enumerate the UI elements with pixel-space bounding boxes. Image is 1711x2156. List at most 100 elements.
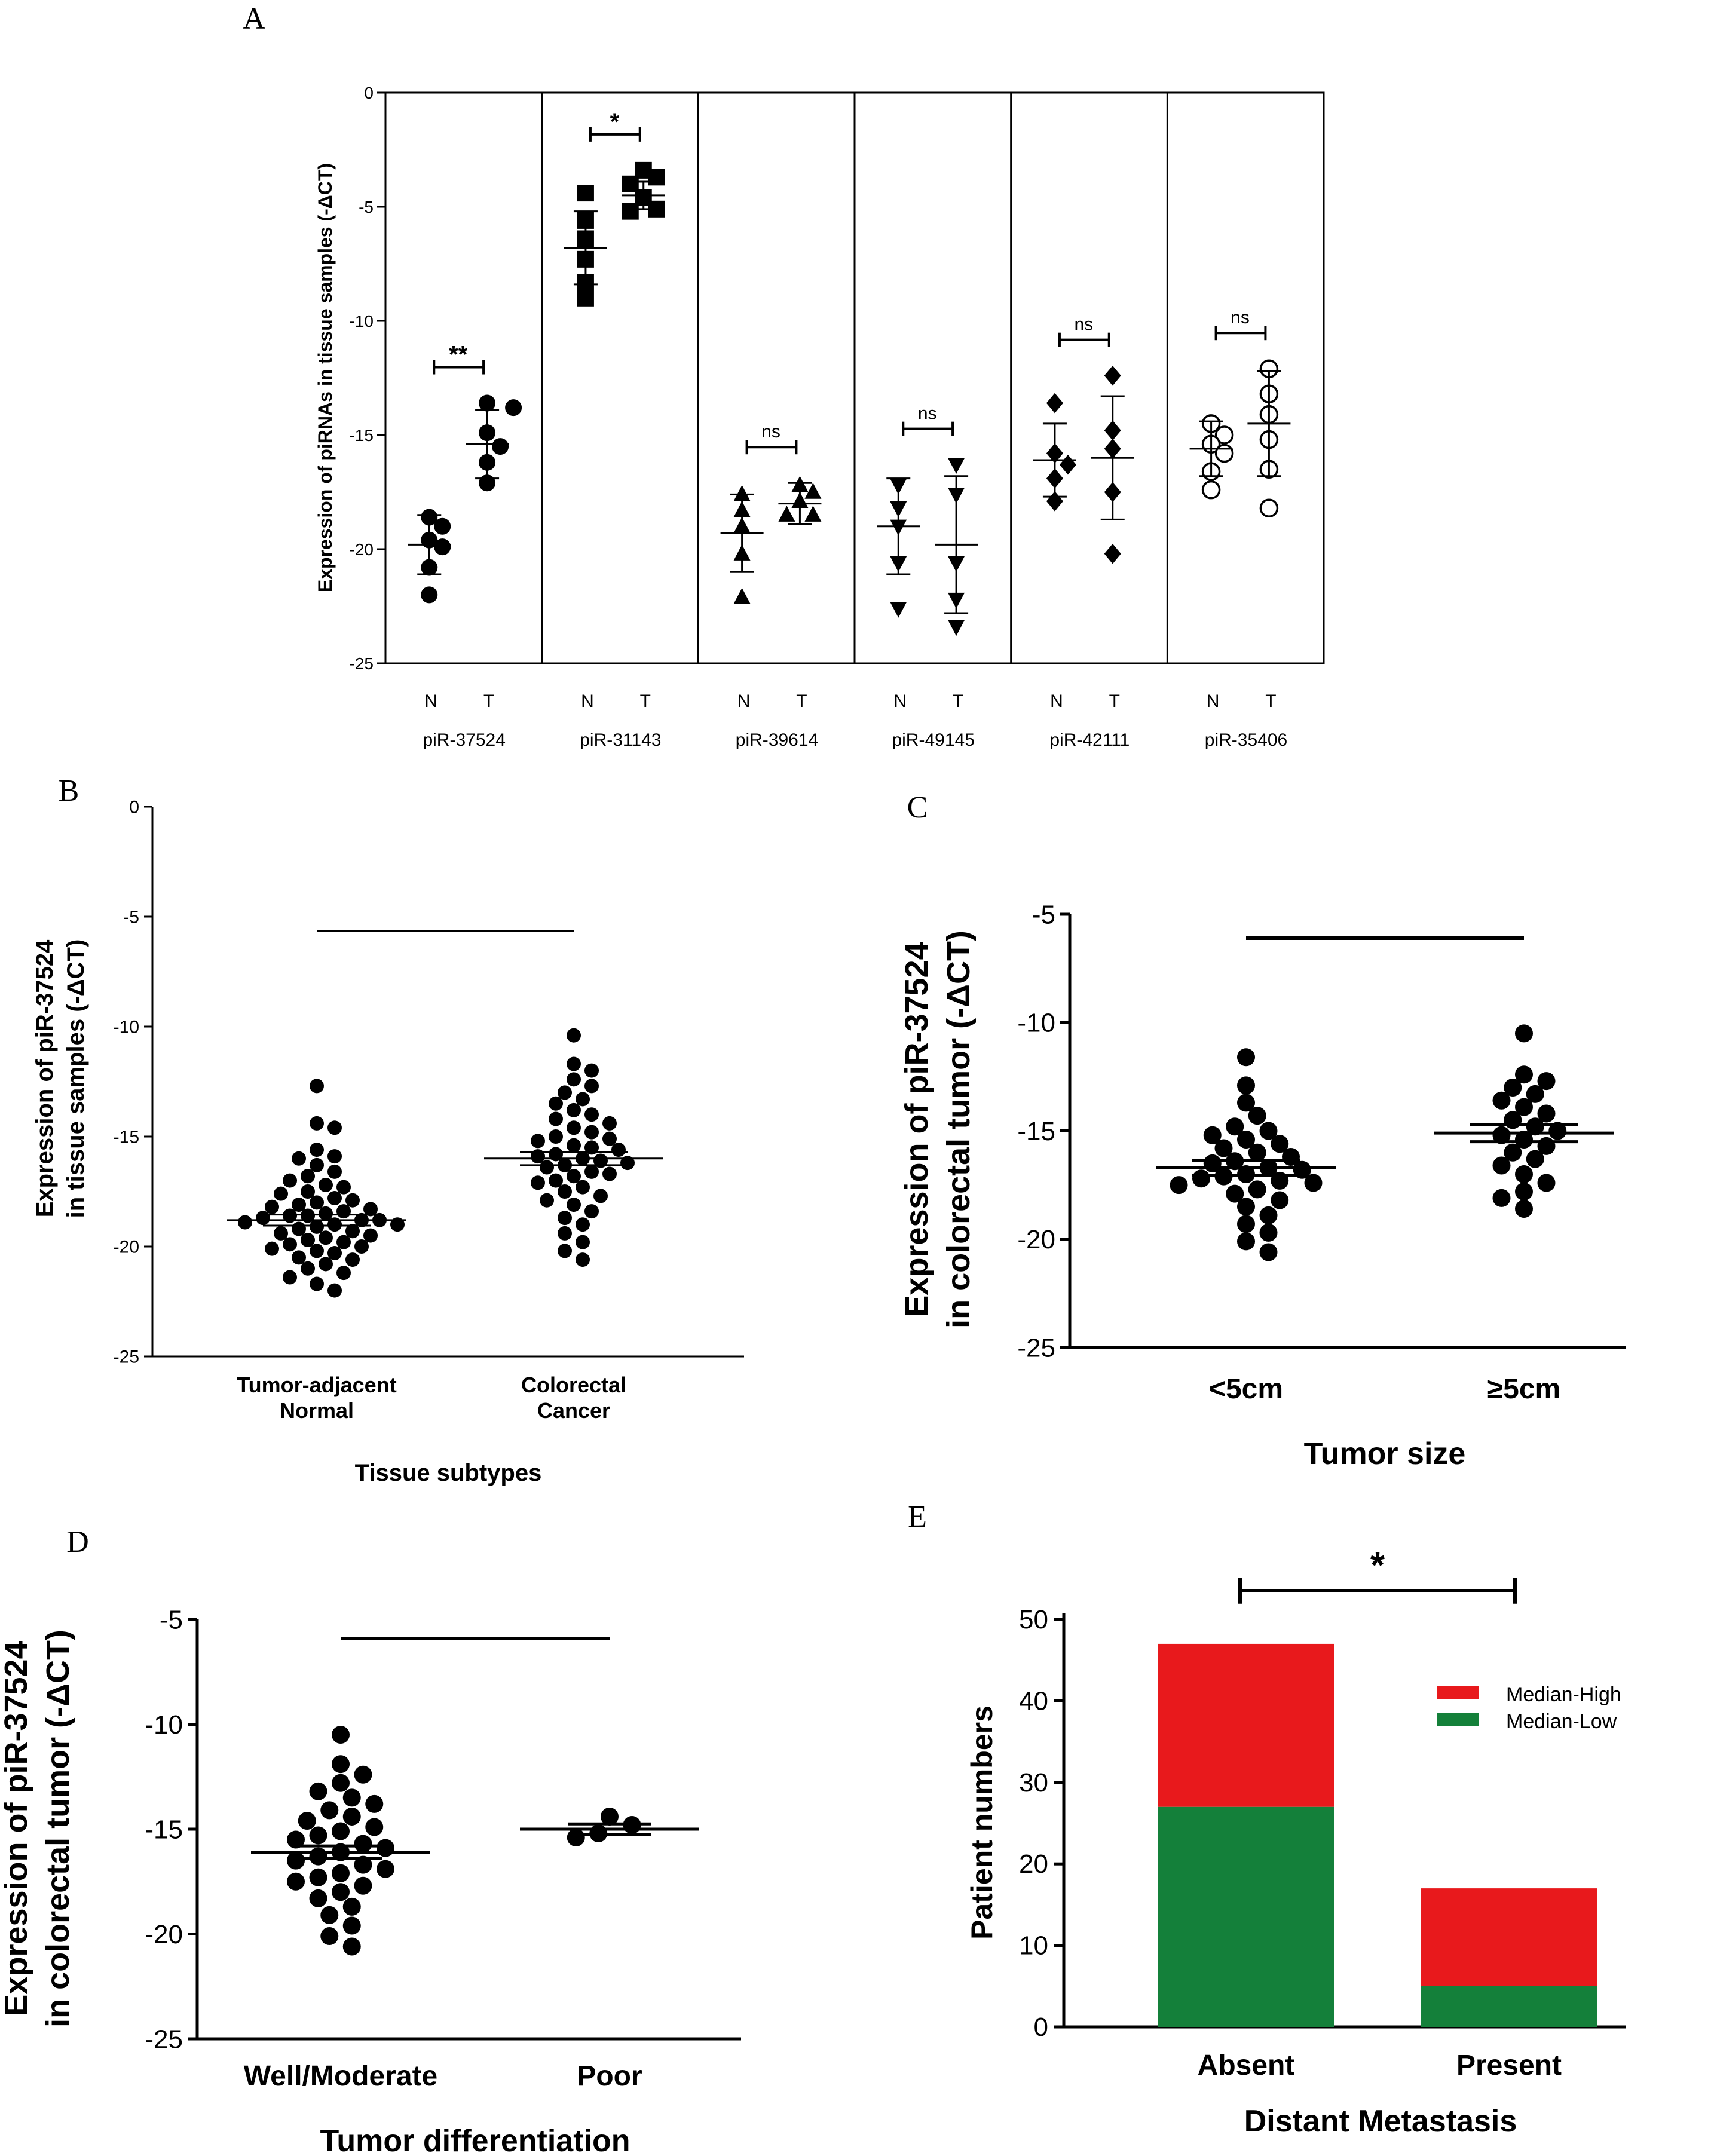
- panel-a-x-tick-label: N: [581, 691, 594, 711]
- panel-e-x-tick-label: Absent: [1198, 2050, 1295, 2081]
- panel-a-point: [890, 602, 907, 618]
- panel-c-point: [1515, 1024, 1533, 1043]
- panel-b-point: [576, 1217, 590, 1232]
- panel-a-point: [648, 169, 665, 186]
- panel-c-point: [1226, 1184, 1244, 1203]
- panel-b-point: [310, 1079, 324, 1094]
- panel-a-point: [577, 185, 594, 202]
- panel-a-point: [421, 586, 438, 604]
- panel-b-x-tick-label-line1: Tumor-adjacent: [237, 1373, 396, 1397]
- panel-d-point: [332, 1755, 350, 1774]
- panel-a-x-tick-label: T: [1265, 691, 1276, 711]
- panel-d-letter: D: [66, 1525, 89, 1559]
- panel-b-point: [363, 1228, 378, 1243]
- panel-c-point: [1237, 1076, 1255, 1095]
- panel-b-point: [558, 1085, 572, 1100]
- panel-a-letter: A: [243, 2, 265, 36]
- panel-a-point: [622, 203, 639, 220]
- panel-a-y-axis-label: Expression of piRNAs in tissue samples (…: [314, 163, 336, 592]
- panel-b-point: [238, 1215, 252, 1230]
- panel-a-x-tick-label: T: [953, 691, 963, 711]
- panel-c-point: [1237, 1198, 1255, 1216]
- panel-a-significance: ns: [902, 404, 954, 436]
- panel-a-point: [948, 458, 965, 474]
- panel-c-point: [1504, 1111, 1522, 1129]
- panel-c-point: [1526, 1117, 1544, 1136]
- panel-c-point: [1226, 1117, 1244, 1136]
- panel-a-point: [1214, 443, 1234, 463]
- panel-b-y-tick-label: -15: [114, 1128, 139, 1147]
- panel-b-point: [310, 1143, 324, 1157]
- panel-a-significance: *: [589, 109, 641, 142]
- panel-d-y-tick-label: -10: [145, 1710, 183, 1740]
- panel-e-y-tick-label: 30: [1019, 1768, 1048, 1797]
- panel-b-point: [327, 1191, 342, 1206]
- panel-d-x-tick-label: Poor: [577, 2060, 642, 2092]
- panel-b-point: [327, 1149, 342, 1164]
- panel-c-point: [1515, 1131, 1533, 1149]
- panel-c-point: [1526, 1150, 1544, 1168]
- panel-c-category: <5cm: [1156, 1048, 1336, 1405]
- panel-c-point: [1259, 1243, 1278, 1261]
- panel-d-significance: *: [341, 0, 610, 1640]
- panel-b-point: [584, 1204, 599, 1219]
- panel-d-y-axis-label-line2: in colorectal tumor (-ΔCT): [40, 1630, 76, 2028]
- panel-b-point: [319, 1230, 333, 1245]
- panel-a: A 0 -5 -10 -15 -20 -25 Expression of piRNAs i…: [243, 2, 1325, 750]
- panel-b-y-tick-label: -10: [114, 1018, 139, 1037]
- panel-a-point: [733, 485, 751, 501]
- panel-d-point: [309, 1782, 327, 1800]
- panel-a-significance: ns: [1058, 315, 1110, 347]
- panel-a-point: [778, 506, 795, 522]
- panel-a-significance-label: **: [449, 342, 468, 368]
- panel-d-point: [309, 1889, 327, 1907]
- panel-c-point: [1304, 1174, 1323, 1192]
- panel-c-point: [1515, 1098, 1533, 1116]
- panel-d-point: [377, 1860, 394, 1878]
- panel-b-point: [567, 1072, 581, 1087]
- panel-d-point: [354, 1855, 372, 1874]
- panel-c-point: [1526, 1085, 1544, 1103]
- panel-b-point: [274, 1186, 288, 1201]
- panel-b-point: [274, 1226, 288, 1241]
- panel-d-point: [365, 1794, 384, 1813]
- panel-a-dividers: [541, 93, 1168, 663]
- panel-b-y-tick-label: 0: [129, 798, 139, 817]
- panel-d-point: [365, 1818, 384, 1836]
- panel-b-point: [301, 1232, 315, 1247]
- panel-b-point: [549, 1096, 563, 1111]
- panel-a-x-tick-label: N: [1050, 691, 1063, 711]
- panel-b-point: [265, 1241, 279, 1256]
- panel-b-y-tick-label: -5: [123, 908, 139, 927]
- panel-a-point: [434, 517, 451, 535]
- panel-b-point: [301, 1169, 315, 1184]
- panel-b-point: [336, 1235, 351, 1250]
- panel-a-point: [1046, 393, 1063, 414]
- legend-swatch-median-high: [1437, 1686, 1479, 1699]
- panel-a-point: [577, 289, 594, 307]
- panel-b-point: [549, 1173, 563, 1188]
- panel-c-y-axis: -5 -10 -15 -20 -25: [1017, 900, 1070, 1362]
- panel-b-significance: ***: [317, 0, 574, 932]
- panel-e-bar-median-high-absent: [1158, 1643, 1334, 1807]
- panel-c-y-tick-label: -25: [1017, 1333, 1055, 1362]
- panel-b-point: [593, 1189, 608, 1203]
- panel-b-point: [576, 1235, 590, 1250]
- panel-a-significance-label: ns: [1231, 308, 1250, 327]
- panel-c-point: [1192, 1169, 1210, 1188]
- panel-a-x-tick-label: N: [1207, 691, 1220, 711]
- panel-d-point: [309, 1868, 327, 1886]
- panel-d-point: [342, 1788, 361, 1807]
- panel-c-point: [1203, 1126, 1222, 1144]
- panel-c-point: [1515, 1200, 1533, 1218]
- panel-d-point: [332, 1864, 350, 1882]
- panel-d-points: Well/Moderate Poor *: [244, 0, 699, 2092]
- panel-b-point: [602, 1166, 617, 1181]
- panel-e-y-tick-label: 40: [1019, 1686, 1048, 1716]
- panel-a-significance: ns: [745, 422, 798, 455]
- panel-d-point: [342, 1937, 361, 1956]
- panel-b-point: [584, 1063, 599, 1078]
- panel-c-point: [1248, 1180, 1266, 1199]
